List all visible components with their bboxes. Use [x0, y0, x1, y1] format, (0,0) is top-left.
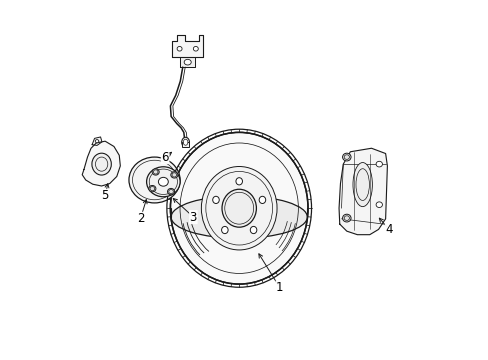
- Ellipse shape: [158, 177, 168, 186]
- Ellipse shape: [342, 153, 350, 161]
- Ellipse shape: [95, 140, 99, 143]
- Polygon shape: [92, 137, 102, 145]
- Ellipse shape: [193, 46, 198, 51]
- Ellipse shape: [152, 169, 159, 175]
- Text: 2: 2: [136, 212, 144, 225]
- Ellipse shape: [375, 202, 382, 207]
- Polygon shape: [82, 141, 120, 186]
- Ellipse shape: [212, 196, 219, 203]
- Ellipse shape: [182, 137, 189, 147]
- Ellipse shape: [221, 226, 228, 234]
- Text: 1: 1: [275, 281, 283, 294]
- Text: 3: 3: [189, 211, 197, 224]
- Ellipse shape: [259, 196, 265, 203]
- Ellipse shape: [92, 153, 111, 175]
- Ellipse shape: [201, 167, 277, 250]
- Ellipse shape: [375, 161, 382, 167]
- Text: 4: 4: [385, 223, 392, 236]
- Polygon shape: [338, 148, 386, 235]
- Ellipse shape: [250, 226, 256, 234]
- Polygon shape: [180, 57, 195, 67]
- Polygon shape: [172, 35, 203, 57]
- Ellipse shape: [183, 139, 187, 145]
- Ellipse shape: [342, 214, 350, 222]
- Ellipse shape: [235, 178, 242, 185]
- Ellipse shape: [146, 167, 180, 197]
- Ellipse shape: [148, 185, 156, 192]
- Ellipse shape: [177, 46, 182, 51]
- Ellipse shape: [170, 132, 307, 284]
- Ellipse shape: [222, 189, 256, 227]
- Text: 6: 6: [161, 150, 168, 163]
- Ellipse shape: [171, 196, 306, 238]
- Ellipse shape: [184, 59, 191, 65]
- Ellipse shape: [167, 188, 174, 195]
- Ellipse shape: [129, 157, 180, 203]
- FancyBboxPatch shape: [182, 142, 189, 147]
- Text: 5: 5: [101, 189, 109, 202]
- Ellipse shape: [352, 162, 372, 207]
- Ellipse shape: [170, 172, 178, 178]
